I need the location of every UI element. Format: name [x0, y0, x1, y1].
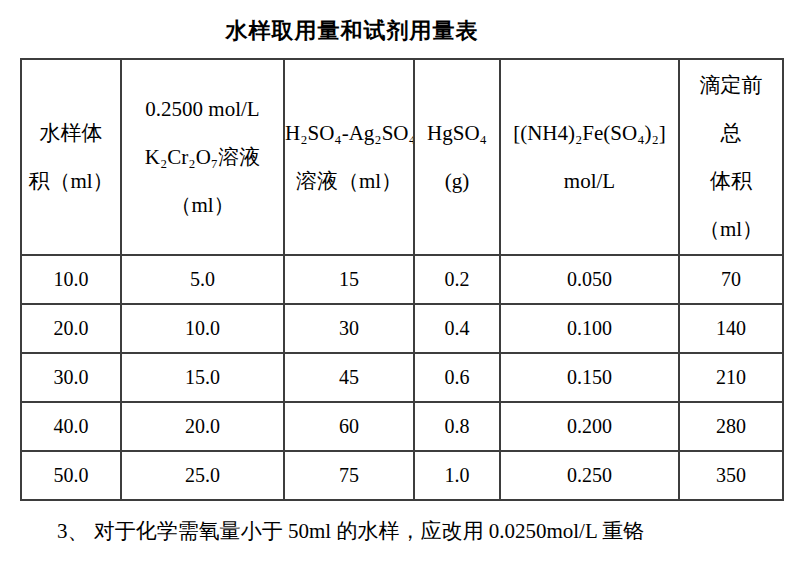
header-cell-k2cr2o7-solution: 0.2500 mol/L K₂Cr₂O₇溶液 （ml）	[121, 59, 284, 255]
table-cell: 30	[284, 304, 414, 353]
header-line: 体积	[680, 157, 782, 205]
table-cell: 0.100	[500, 304, 679, 353]
table-cell: 5.0	[121, 255, 284, 304]
table-cell: 15	[284, 255, 414, 304]
table-cell: 45	[284, 353, 414, 402]
table-cell: 210	[679, 353, 783, 402]
table-cell: 0.2	[414, 255, 500, 304]
table-cell: 10.0	[21, 255, 121, 304]
page-title: 水样取用量和试剂用量表	[0, 16, 733, 46]
header-line: [(NH4)₂Fe(SO₄)₂]	[501, 109, 678, 157]
header-line: 积（ml）	[22, 157, 120, 205]
table-cell: 30.0	[21, 353, 121, 402]
header-line: （ml）	[122, 181, 283, 229]
header-line: 水样体	[22, 109, 120, 157]
table-cell: 15.0	[121, 353, 284, 402]
table-row: 20.0 10.0 30 0.4 0.100 140	[21, 304, 783, 353]
header-line: K₂Cr₂O₇溶液	[122, 133, 283, 181]
table-cell: 70	[679, 255, 783, 304]
header-row: 水样体 积（ml） 0.2500 mol/L K₂Cr₂O₇溶液 （ml） H₂…	[21, 59, 783, 255]
table-cell: 0.4	[414, 304, 500, 353]
table-cell: 20.0	[121, 402, 284, 451]
header-line: 总	[680, 109, 782, 157]
table-header: 水样体 积（ml） 0.2500 mol/L K₂Cr₂O₇溶液 （ml） H₂…	[21, 59, 783, 255]
header-cell-ammonium-ferrous-sulfate: [(NH4)₂Fe(SO₄)₂] mol/L	[500, 59, 679, 255]
table-cell: 0.6	[414, 353, 500, 402]
table-cell: 0.8	[414, 402, 500, 451]
table-cell: 0.050	[500, 255, 679, 304]
table-cell: 20.0	[21, 304, 121, 353]
table-cell: 280	[679, 402, 783, 451]
header-cell-water-sample-volume: 水样体 积（ml）	[21, 59, 121, 255]
table-cell: 75	[284, 451, 414, 500]
header-cell-pre-titration-total-volume: 滴定前 总 体积 （ml）	[679, 59, 783, 255]
header-line: 0.2500 mol/L	[122, 85, 283, 133]
table-cell: 350	[679, 451, 783, 500]
table-cell: 0.250	[500, 451, 679, 500]
header-line: 溶液（ml）	[285, 157, 413, 205]
header-line: mol/L	[501, 157, 678, 205]
table-row: 40.0 20.0 60 0.8 0.200 280	[21, 402, 783, 451]
table-row: 10.0 5.0 15 0.2 0.050 70	[21, 255, 783, 304]
table-row: 30.0 15.0 45 0.6 0.150 210	[21, 353, 783, 402]
table-cell: 1.0	[414, 451, 500, 500]
table-cell: 140	[679, 304, 783, 353]
document-page: 水样取用量和试剂用量表 水样体 积（ml） 0.2500 mol/L K₂Cr₂…	[0, 0, 793, 562]
table-body: 10.0 5.0 15 0.2 0.050 70 20.0 10.0 30 0.…	[21, 255, 783, 500]
table-row: 50.0 25.0 75 1.0 0.250 350	[21, 451, 783, 500]
table-cell: 0.200	[500, 402, 679, 451]
table-cell: 50.0	[21, 451, 121, 500]
header-line: H₂SO₄-Ag₂SO₄	[285, 109, 413, 157]
table-cell: 0.150	[500, 353, 679, 402]
header-cell-hgso4: HgSO₄ (g)	[414, 59, 500, 255]
table-cell: 25.0	[121, 451, 284, 500]
header-line: 滴定前	[680, 61, 782, 109]
table-cell: 40.0	[21, 402, 121, 451]
header-line: （ml）	[680, 205, 782, 253]
table-cell: 10.0	[121, 304, 284, 353]
reagent-usage-table: 水样体 积（ml） 0.2500 mol/L K₂Cr₂O₇溶液 （ml） H₂…	[20, 58, 784, 501]
header-line: HgSO₄	[415, 109, 499, 157]
footnote: 3、 对于化学需氧量小于 50ml 的水样，应改用 0.0250mol/L 重铬	[57, 517, 793, 545]
table-cell: 60	[284, 402, 414, 451]
header-cell-h2so4-ag2so4-solution: H₂SO₄-Ag₂SO₄ 溶液（ml）	[284, 59, 414, 255]
header-line: (g)	[415, 157, 499, 205]
